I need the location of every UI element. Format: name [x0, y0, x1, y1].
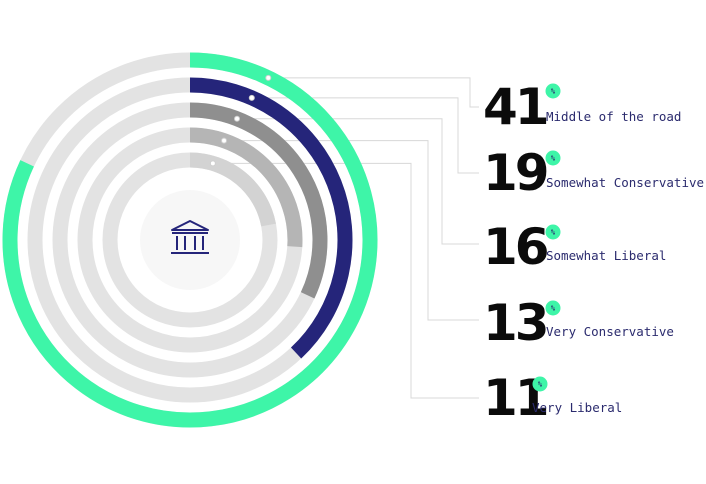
category-somewhat-conservative: Somewhat Conservative	[546, 175, 704, 190]
connector-lines	[212, 77, 479, 399]
connector-middle-of-the-road	[268, 77, 479, 108]
value-arcs	[2, 52, 378, 428]
percent-badge	[545, 300, 561, 316]
connector-very-conservative	[224, 140, 479, 321]
percent-unit: %	[538, 381, 543, 389]
connector-somewhat-conservative	[251, 97, 479, 174]
dot-very-conservative	[221, 137, 228, 144]
value-middle-of-the-road: 41	[483, 78, 547, 136]
percent-badge	[532, 376, 548, 392]
arc-very-conservative	[189, 127, 303, 248]
bank-icon	[171, 220, 209, 254]
percent-unit: %	[551, 155, 556, 163]
connector-somewhat-liberal	[237, 118, 479, 245]
percent-badge	[545, 150, 561, 166]
percent-badge	[545, 224, 561, 240]
category-somewhat-liberal: Somewhat Liberal	[546, 248, 666, 263]
value-somewhat-liberal: 16	[483, 218, 548, 276]
percent-unit: %	[551, 305, 556, 313]
dot-somewhat-liberal	[234, 115, 241, 122]
center-badge	[140, 190, 240, 290]
category-very-liberal: Very Liberal	[532, 400, 622, 415]
value-very-conservative: 13	[483, 294, 547, 352]
arc-end-dots	[209, 74, 272, 167]
value-somewhat-conservative: 19	[483, 144, 547, 202]
connector-very-liberal	[212, 162, 479, 399]
center-circle	[140, 190, 240, 290]
dot-middle-of-the-road	[265, 74, 272, 81]
dot-somewhat-conservative	[248, 94, 255, 101]
arc-somewhat-conservative	[189, 77, 353, 359]
category-middle-of-the-road: Middle of the road	[546, 109, 681, 124]
value-labels: 41 % Middle of the road 19 % Somewhat Conserv…	[483, 78, 704, 427]
dot-very-liberal	[209, 160, 216, 167]
arc-very-liberal	[189, 152, 276, 227]
percent-unit: %	[551, 88, 556, 96]
arc-somewhat-liberal	[189, 102, 328, 299]
percent-badge	[545, 83, 561, 99]
category-very-conservative: Very Conservative	[546, 324, 674, 339]
percent-unit: %	[551, 229, 556, 237]
arc-middle-of-the-road	[2, 52, 378, 428]
